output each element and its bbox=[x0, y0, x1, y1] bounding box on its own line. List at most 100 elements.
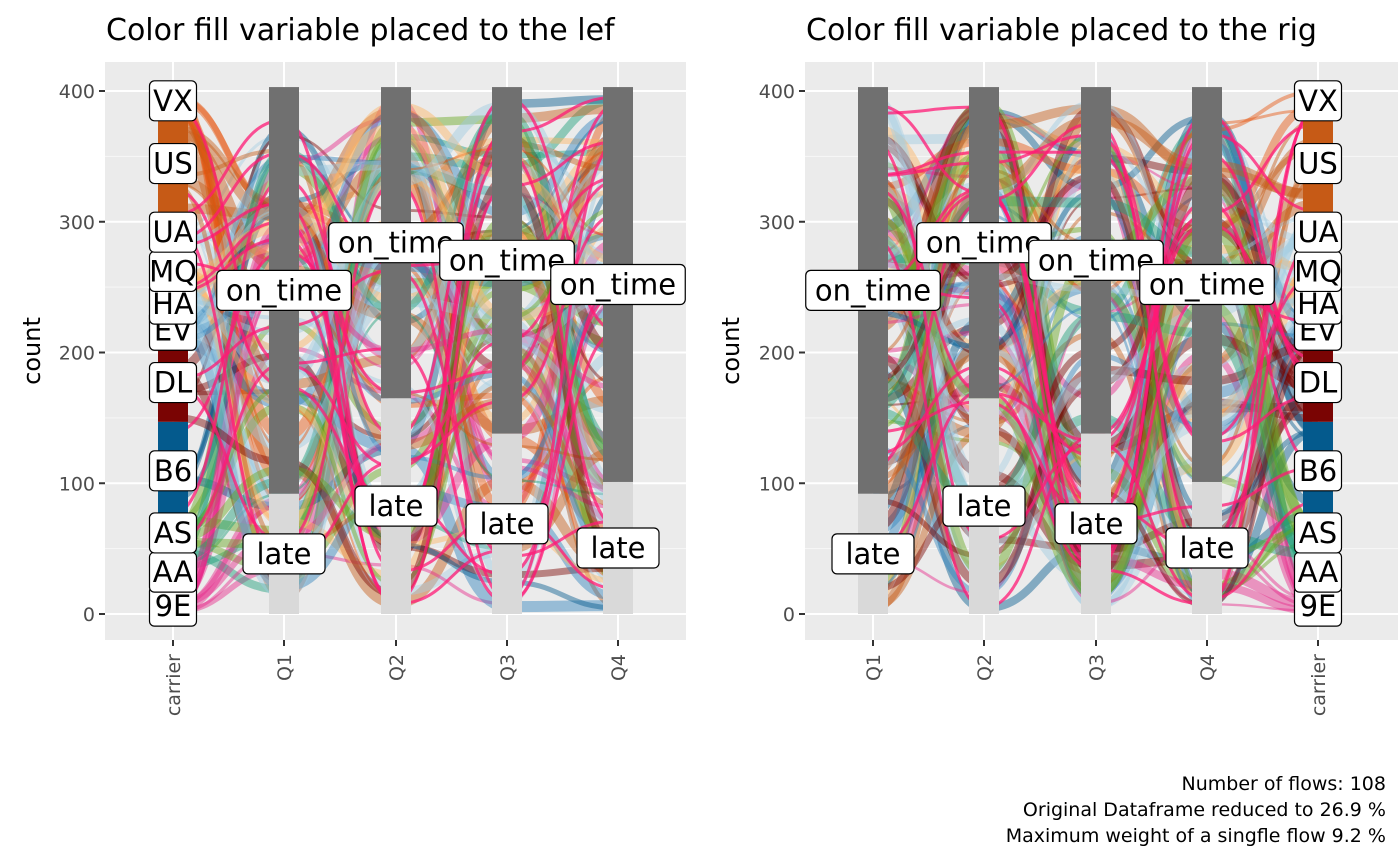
y-tick-label: 400 bbox=[759, 81, 795, 103]
y-tick-label: 100 bbox=[59, 473, 95, 495]
on-time-label-box bbox=[550, 263, 686, 306]
carrier-label: AA bbox=[1298, 555, 1339, 589]
y-tick-label: 0 bbox=[783, 604, 795, 626]
x-tick-label: carrier bbox=[163, 654, 185, 716]
on-time-label: on_time bbox=[226, 273, 342, 307]
flow-ribbon bbox=[172, 212, 619, 566]
on-time-label-box bbox=[805, 269, 941, 311]
on-time-label: on_time bbox=[926, 226, 1042, 260]
on-time-label: on_time bbox=[1149, 268, 1265, 302]
carrier-label: US bbox=[153, 147, 193, 181]
carrier-label: US bbox=[1298, 147, 1338, 181]
caption-flow-count: Number of flows: 108 bbox=[1181, 773, 1386, 795]
carrier-label: VX bbox=[153, 84, 193, 118]
y-tick-label: 300 bbox=[59, 212, 95, 234]
carrier-label: DL bbox=[154, 366, 193, 400]
late-label: late bbox=[845, 537, 900, 571]
y-axis-title: count bbox=[18, 317, 46, 385]
flow-ribbon bbox=[872, 139, 1319, 602]
late-label: late bbox=[256, 537, 311, 571]
x-tick-label: Q1 bbox=[274, 654, 296, 681]
y-tick-label: 200 bbox=[759, 343, 795, 365]
on-time-label-box bbox=[1028, 239, 1164, 281]
carrier-label-box bbox=[1293, 512, 1343, 554]
carrier-label: HA bbox=[152, 287, 194, 321]
flow-ribbon bbox=[872, 281, 1319, 549]
stratum-labels: 9EAAASB6DLEVHAMQUAUSVXlateon_timelateon_… bbox=[805, 80, 1343, 627]
chart-panel-2: Color fill variable placed to the rig 0 10… bbox=[717, 13, 1398, 716]
late-label-box bbox=[465, 503, 549, 545]
chart-panel-1: Color fill variable placed to the lef 0 10… bbox=[18, 13, 686, 716]
flow-ribbon bbox=[872, 150, 1319, 444]
on-time-label: on_time bbox=[1038, 243, 1154, 277]
flow-ribbon bbox=[872, 111, 1319, 601]
late-label-box bbox=[1165, 527, 1249, 569]
carrier-label: MQ bbox=[149, 254, 197, 288]
y-tick-label: 400 bbox=[59, 81, 95, 103]
carrier-label-box bbox=[148, 361, 198, 404]
on-time-label-box bbox=[439, 239, 575, 281]
late-label-box bbox=[354, 485, 438, 527]
flow-ribbon bbox=[172, 211, 619, 593]
flow-ribbon bbox=[872, 305, 1319, 610]
y-tick-label: 0 bbox=[83, 604, 95, 626]
carrier-label-box bbox=[1293, 361, 1343, 404]
x-tick-label: Q2 bbox=[386, 654, 408, 681]
carrier-label-box bbox=[1293, 142, 1343, 185]
y-tick-label: 300 bbox=[759, 212, 795, 234]
late-label-box bbox=[242, 533, 326, 575]
carrier-label: UA bbox=[1297, 215, 1338, 249]
y-tick-label: 100 bbox=[759, 473, 795, 495]
carrier-label: 9E bbox=[1300, 589, 1337, 623]
on-time-label: on_time bbox=[449, 243, 565, 277]
carrier-label: AA bbox=[153, 555, 194, 589]
carrier-label: B6 bbox=[154, 454, 192, 488]
x-tick-label: Q4 bbox=[1197, 654, 1219, 681]
flow-ribbon bbox=[172, 95, 619, 594]
chart-title: Color fill variable placed to the rig bbox=[806, 13, 1317, 48]
late-label: late bbox=[1068, 507, 1123, 541]
carrier-label: VX bbox=[1298, 84, 1338, 118]
flow-ribbon bbox=[172, 280, 619, 610]
flow-ribbon bbox=[872, 193, 1319, 599]
late-label-box bbox=[942, 485, 1026, 527]
carrier-label: B6 bbox=[1299, 454, 1337, 488]
carrier-label-box bbox=[148, 211, 198, 253]
x-tick-label: carrier bbox=[1308, 654, 1330, 716]
flow-ribbon bbox=[871, 224, 1319, 534]
carrier-label: DL bbox=[1299, 366, 1338, 400]
carrier-label-box bbox=[148, 142, 198, 185]
flow-ribbon bbox=[872, 143, 1319, 418]
stratum-labels: 9EAAASB6DLEVHAMQUAUSVXlateon_timelateon_… bbox=[148, 80, 686, 627]
on-time-label-box bbox=[1139, 263, 1275, 306]
late-label-box bbox=[576, 527, 660, 569]
on-time-label: on_time bbox=[560, 268, 676, 302]
on-time-label: on_time bbox=[338, 226, 454, 260]
flow-ribbon bbox=[872, 133, 1319, 441]
carrier-label-box bbox=[148, 512, 198, 554]
x-tick-label: Q4 bbox=[608, 654, 630, 681]
late-label: late bbox=[1179, 531, 1234, 565]
carrier-label: AS bbox=[154, 516, 192, 550]
on-time-label: on_time bbox=[815, 273, 931, 307]
y-tick-label: 200 bbox=[59, 343, 95, 365]
chart-title: Color fill variable placed to the lef bbox=[106, 13, 616, 48]
y-axis-title: count bbox=[717, 317, 745, 385]
carrier-label: UA bbox=[152, 215, 193, 249]
carrier-label: AS bbox=[1299, 516, 1337, 550]
carrier-label-box bbox=[1293, 211, 1343, 253]
late-label: late bbox=[590, 531, 645, 565]
late-label-box bbox=[1054, 503, 1138, 545]
carrier-label: MQ bbox=[1294, 254, 1342, 288]
late-label-box bbox=[831, 533, 915, 575]
late-label: late bbox=[479, 507, 534, 541]
caption-max-weight: Maximum weight of a singfle flow 9.2 % bbox=[1005, 825, 1386, 847]
x-tick-label: Q2 bbox=[974, 654, 996, 681]
flow-ribbon bbox=[872, 341, 1319, 589]
x-tick-label: Q3 bbox=[497, 654, 519, 681]
x-tick-label: Q1 bbox=[863, 654, 885, 681]
caption-reduction: Original Dataframe reduced to 26.9 % bbox=[1022, 799, 1386, 821]
flow-ribbon bbox=[172, 329, 619, 604]
x-tick-label: Q3 bbox=[1086, 654, 1108, 681]
